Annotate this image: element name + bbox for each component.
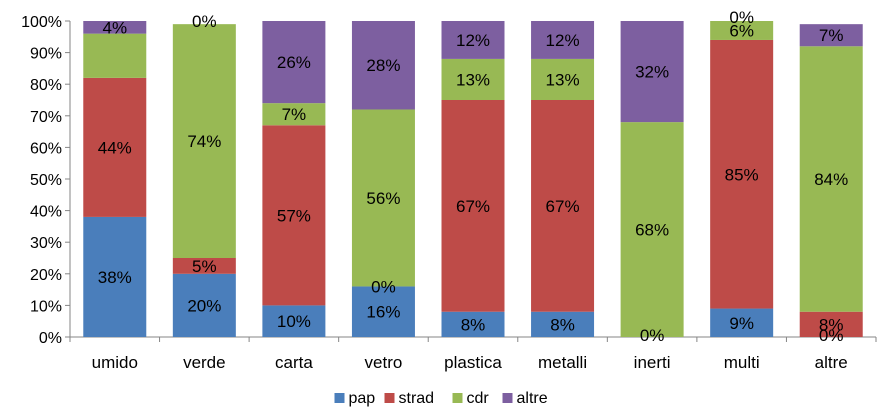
bar-segment-strad <box>799 311 863 337</box>
bar-segment-pap <box>172 273 236 337</box>
bar-segment-pap <box>83 216 147 337</box>
y-tick-label: 80% <box>30 77 62 94</box>
y-tick-label: 100% <box>21 14 62 31</box>
bar-segment-altre <box>441 21 505 59</box>
bar-segment-altre <box>531 21 595 59</box>
data-label: 4% <box>102 18 127 37</box>
y-tick-label: 0% <box>39 330 62 347</box>
x-category-label: metalli <box>538 353 587 372</box>
data-label: 7% <box>819 26 844 45</box>
bar-segment-strad <box>83 77 147 217</box>
bar-segment-pap <box>351 286 415 337</box>
bar-segment-altre <box>620 21 684 123</box>
data-label: 0% <box>192 12 217 31</box>
data-label: 0% <box>819 326 844 345</box>
x-category-label: verde <box>183 353 226 372</box>
bar-segment-altre <box>799 24 863 47</box>
bar-segment-pap <box>441 311 505 337</box>
x-category-label: umido <box>92 353 138 372</box>
data-label: 8% <box>461 315 486 334</box>
data-label: 44% <box>98 138 132 157</box>
bar-segment-cdr <box>799 46 863 312</box>
bar-segment-pap <box>710 308 774 337</box>
data-label: 74% <box>187 132 221 151</box>
data-label: 9% <box>729 314 754 333</box>
data-label: 85% <box>725 165 759 184</box>
data-label: 13% <box>546 70 580 89</box>
y-tick-label: 10% <box>30 298 62 315</box>
y-tick-label: 30% <box>30 235 62 252</box>
data-label: 67% <box>456 197 490 216</box>
y-tick-label: 60% <box>30 140 62 157</box>
bar-segment-pap <box>531 311 595 337</box>
bar-segment-strad <box>710 39 774 309</box>
x-category-label: plastica <box>444 353 502 372</box>
data-label: 26% <box>277 53 311 72</box>
x-category-label: altre <box>815 353 848 372</box>
legend-label: pap <box>349 390 376 407</box>
data-label: 0% <box>729 8 754 27</box>
bar-segment-cdr <box>620 122 684 338</box>
data-label: 5% <box>192 257 217 276</box>
data-label: 10% <box>277 312 311 331</box>
data-label: 12% <box>456 31 490 50</box>
legend-label: strad <box>399 390 435 407</box>
data-label: 38% <box>98 268 132 287</box>
data-label: 57% <box>277 206 311 225</box>
x-category-label: vetro <box>365 353 403 372</box>
bar-segment-altre <box>351 21 415 110</box>
data-label: 0% <box>371 277 396 296</box>
bar-segment-strad <box>172 258 236 274</box>
x-category-label: inerti <box>634 353 671 372</box>
data-label: 12% <box>546 31 580 50</box>
bar-segment-cdr <box>262 103 326 126</box>
legend-swatch-altre <box>502 393 513 403</box>
data-label: 28% <box>366 56 400 75</box>
data-label: 56% <box>366 189 400 208</box>
data-label: 8% <box>819 315 844 334</box>
bar-segment-cdr <box>351 109 415 287</box>
y-tick-label: 70% <box>30 109 62 126</box>
data-label: 16% <box>366 303 400 322</box>
data-label: 67% <box>546 197 580 216</box>
data-label: 8% <box>550 315 575 334</box>
data-label: 13% <box>456 70 490 89</box>
bar-segment-cdr <box>531 58 595 100</box>
bar-segment-strad <box>441 100 505 312</box>
data-label: 32% <box>635 63 669 82</box>
data-label: 84% <box>814 170 848 189</box>
bar-segment-cdr <box>83 33 147 78</box>
y-tick-label: 50% <box>30 172 62 189</box>
bar-segment-cdr <box>441 58 505 100</box>
data-label: 68% <box>635 221 669 240</box>
x-category-label: multi <box>724 353 760 372</box>
y-tick-label: 20% <box>30 267 62 284</box>
y-tick-label: 40% <box>30 204 62 221</box>
y-tick-label: 90% <box>30 46 62 63</box>
bar-segment-strad <box>531 100 595 312</box>
data-label: 6% <box>729 21 754 40</box>
data-label: 7% <box>282 105 307 124</box>
bar-segment-strad <box>262 125 326 306</box>
bar-segment-altre <box>262 21 326 104</box>
legend-label: cdr <box>467 390 490 407</box>
data-label: 0% <box>640 326 665 345</box>
x-category-label: carta <box>275 353 313 372</box>
legend-swatch-strad <box>384 393 395 403</box>
data-label: 20% <box>187 296 221 315</box>
bar-segment-cdr <box>172 24 236 258</box>
bar-segment-cdr <box>710 21 774 40</box>
legend-label: altre <box>517 390 548 407</box>
legend-swatch-pap <box>334 393 345 403</box>
bar-segment-altre <box>83 21 147 34</box>
legend-swatch-cdr <box>452 393 463 403</box>
bar-segment-pap <box>262 305 326 337</box>
